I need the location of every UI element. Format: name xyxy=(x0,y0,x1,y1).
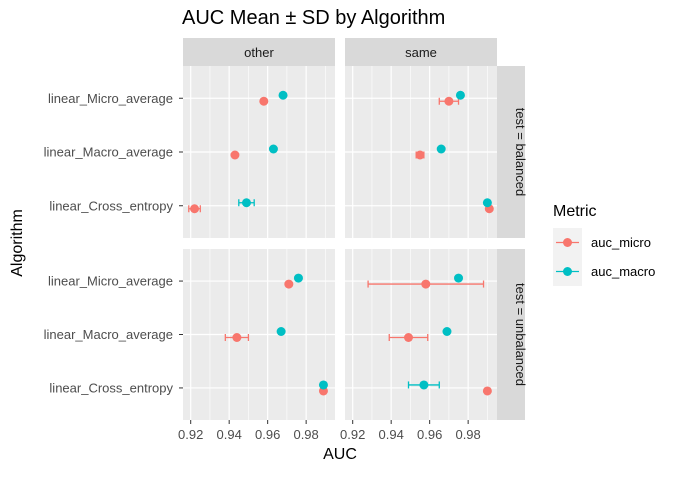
data-point-auc_macro xyxy=(318,380,328,390)
data-point-auc_macro xyxy=(278,90,288,100)
facet-strip-row-2 xyxy=(497,249,525,420)
y-tick-label-linear_Macro_average: linear_Macro_average xyxy=(44,327,173,342)
x-tick-label: 0.94 xyxy=(379,427,404,442)
data-point-auc_macro xyxy=(454,273,464,283)
data-point-auc_macro xyxy=(442,327,452,336)
facet-label-same: same xyxy=(405,45,437,60)
data-point-auc_micro xyxy=(482,386,492,396)
facet-strip-row-1 xyxy=(497,66,525,238)
legend-title: Metric xyxy=(553,203,597,220)
data-point-auc_macro xyxy=(436,144,446,154)
y-tick-label-linear_Cross_entropy: linear_Cross_entropy xyxy=(49,380,173,395)
data-point-auc_macro xyxy=(455,90,465,100)
data-point-auc_macro xyxy=(419,380,429,390)
data-point-auc_micro xyxy=(190,204,200,214)
facet-label-other: other xyxy=(244,45,274,60)
data-point-auc_micro xyxy=(230,150,240,160)
data-point-auc_macro xyxy=(268,144,278,154)
facet-label-row-2: test = unbalanced xyxy=(513,283,528,386)
x-tick-label: 0.96 xyxy=(417,427,442,442)
data-point-auc_micro xyxy=(232,333,242,342)
data-point-auc_macro xyxy=(482,198,492,208)
x-tick-label: 0.98 xyxy=(293,427,318,442)
data-point-auc_macro xyxy=(293,273,303,283)
y-tick-label-linear_Macro_average: linear_Macro_average xyxy=(44,145,173,160)
facet-strip-other xyxy=(183,38,335,66)
legend-label-auc_micro: auc_micro xyxy=(591,235,651,250)
data-point-auc_macro xyxy=(276,327,286,336)
y-axis-title: Algorithm xyxy=(9,209,26,277)
data-point-auc_micro xyxy=(444,96,454,106)
legend-key-point-auc_micro xyxy=(563,238,572,247)
data-point-auc_macro xyxy=(241,198,251,208)
x-tick-label: 0.94 xyxy=(217,427,242,442)
legend-label-auc_macro: auc_macro xyxy=(591,264,655,279)
x-tick-label: 0.92 xyxy=(340,427,365,442)
y-tick-label-linear_Micro_average: linear_Micro_average xyxy=(48,274,173,289)
data-point-auc_micro xyxy=(421,279,431,289)
data-point-auc_micro xyxy=(259,96,269,106)
x-axis-title: AUC xyxy=(323,446,357,463)
data-point-auc_micro xyxy=(415,150,425,160)
facet-strip-same xyxy=(345,38,497,66)
x-tick-label: 0.92 xyxy=(178,427,203,442)
y-tick-label-linear_Micro_average: linear_Micro_average xyxy=(48,91,173,106)
facet-label-row-1: test = balanced xyxy=(513,108,528,197)
chart-title: AUC Mean ± SD by Algorithm xyxy=(182,7,445,29)
data-point-auc_micro xyxy=(403,333,413,342)
legend-key-point-auc_macro xyxy=(563,267,572,276)
data-point-auc_micro xyxy=(284,279,294,289)
x-tick-label: 0.96 xyxy=(255,427,280,442)
x-tick-label: 0.98 xyxy=(455,427,480,442)
y-tick-label-linear_Cross_entropy: linear_Cross_entropy xyxy=(49,198,173,213)
